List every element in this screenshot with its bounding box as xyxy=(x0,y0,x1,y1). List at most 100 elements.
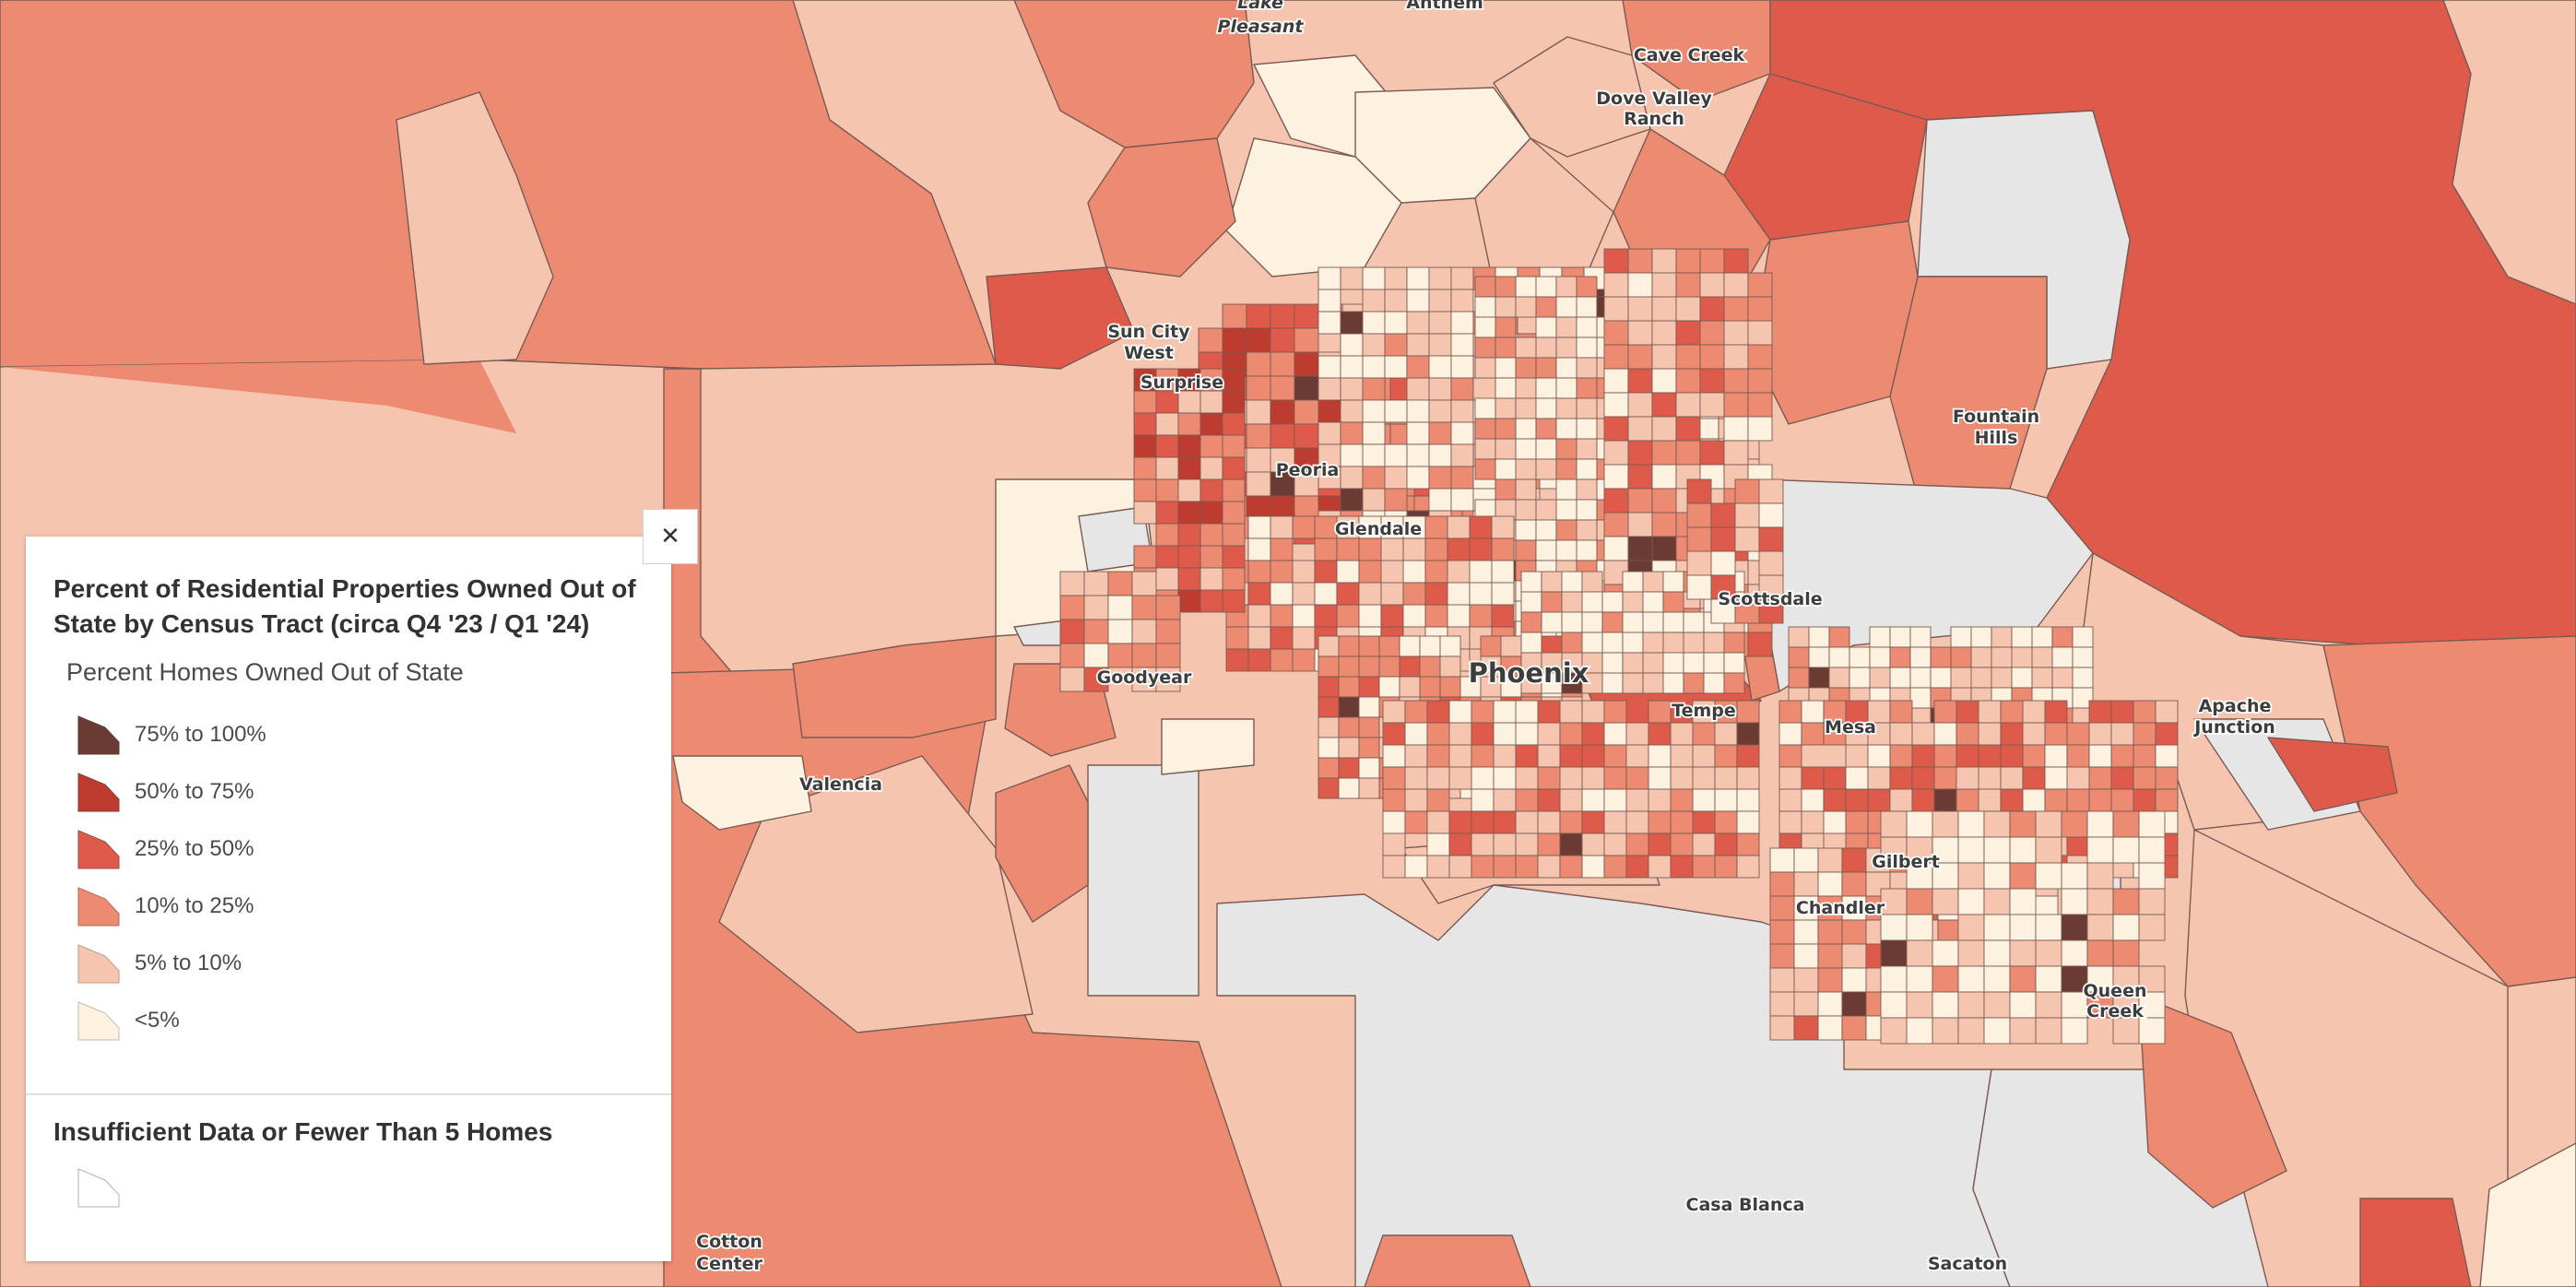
tract-cell[interactable] xyxy=(1318,696,1340,718)
tract-cell[interactable] xyxy=(2112,836,2140,864)
tract-cell[interactable] xyxy=(1448,700,1472,724)
tract-cell[interactable] xyxy=(1133,545,1157,569)
tract-cell[interactable] xyxy=(1107,571,1133,596)
tract-cell[interactable] xyxy=(1930,646,1952,668)
tract-cell[interactable] xyxy=(1541,571,1563,593)
tract-cell[interactable] xyxy=(1382,700,1406,724)
tract-cell[interactable] xyxy=(2009,939,2037,967)
tract-cell[interactable] xyxy=(1222,589,1246,613)
tract-cell[interactable] xyxy=(1956,744,1979,768)
tract-cell[interactable] xyxy=(2000,766,2024,790)
tract-cell[interactable] xyxy=(1956,700,1979,724)
tract-cell[interactable] xyxy=(1318,289,1341,313)
tract-cell[interactable] xyxy=(1399,655,1421,678)
tract-cell[interactable] xyxy=(1828,646,1850,668)
tract-cell[interactable] xyxy=(1426,766,1450,790)
tract-cell[interactable] xyxy=(1314,560,1338,584)
tract-cell[interactable] xyxy=(1642,672,1664,694)
tract-cell[interactable] xyxy=(2009,810,2037,838)
tract-cell[interactable] xyxy=(1471,766,1495,790)
tract-cell[interactable] xyxy=(1699,296,1725,322)
tract-cell[interactable] xyxy=(1426,832,1450,856)
tract-cell[interactable] xyxy=(1758,550,1784,576)
tract-cell[interactable] xyxy=(1515,700,1539,724)
tract-cell[interactable] xyxy=(1817,943,1843,969)
tract-cell[interactable] xyxy=(1581,744,1605,768)
tract-cell[interactable] xyxy=(2112,1017,2140,1045)
tract-cell[interactable] xyxy=(1675,416,1701,442)
tract-cell[interactable] xyxy=(1537,722,1561,746)
tract-cell[interactable] xyxy=(1270,537,1294,561)
tract-cell[interactable] xyxy=(1155,478,1179,502)
tract-cell[interactable] xyxy=(1817,847,1843,873)
tract-cell[interactable] xyxy=(1675,392,1701,418)
tract-cell[interactable] xyxy=(1651,488,1677,514)
tract-cell[interactable] xyxy=(1778,788,1802,812)
tract-cell[interactable] xyxy=(1426,700,1450,724)
tract-cell[interactable] xyxy=(1603,832,1627,856)
tract-cell[interactable] xyxy=(1199,390,1223,414)
tract-cell[interactable] xyxy=(1778,722,1802,746)
tract-cell[interactable] xyxy=(2086,939,2114,967)
tract-cell[interactable] xyxy=(1603,766,1627,790)
tract-cell[interactable] xyxy=(1601,672,1624,694)
tract-cell[interactable] xyxy=(1340,421,1364,445)
tract-cell[interactable] xyxy=(2035,862,2062,890)
tract-cell[interactable] xyxy=(1841,991,1867,1017)
tract-region[interactable] xyxy=(1622,0,1771,102)
tract-cell[interactable] xyxy=(1555,438,1578,460)
tract-cell[interactable] xyxy=(1648,832,1672,856)
tract-cell[interactable] xyxy=(2086,888,2114,915)
tract-cell[interactable] xyxy=(1382,766,1406,790)
tract-cell[interactable] xyxy=(1177,501,1201,525)
tract-cell[interactable] xyxy=(1515,377,1537,399)
tract-cell[interactable] xyxy=(2035,939,2062,967)
tract-cell[interactable] xyxy=(2061,1017,2088,1045)
tract-cell[interactable] xyxy=(1651,536,1677,561)
tract-cell[interactable] xyxy=(1059,595,1085,620)
tract-cell[interactable] xyxy=(1869,646,1891,668)
tract-cell[interactable] xyxy=(2112,914,2140,941)
tract-cell[interactable] xyxy=(1495,357,1517,379)
tract-cell[interactable] xyxy=(1384,266,1408,290)
tract-cell[interactable] xyxy=(1625,744,1649,768)
tract-cell[interactable] xyxy=(1625,722,1649,746)
tract-cell[interactable] xyxy=(1222,567,1246,591)
tract-cell[interactable] xyxy=(1222,523,1246,547)
tract-cell[interactable] xyxy=(2009,862,2037,890)
tract-cell[interactable] xyxy=(1447,560,1471,584)
tract-cell[interactable] xyxy=(1358,757,1380,779)
tract-cell[interactable] xyxy=(1340,311,1364,335)
tract-cell[interactable] xyxy=(1983,888,2011,915)
tract-cell[interactable] xyxy=(1469,537,1493,561)
tract-cell[interactable] xyxy=(1736,810,1760,834)
tract-cell[interactable] xyxy=(1581,855,1605,879)
tract-cell[interactable] xyxy=(1515,539,1537,561)
tract-cell[interactable] xyxy=(1841,943,1867,969)
tract-cell[interactable] xyxy=(1537,700,1561,724)
tract-cell[interactable] xyxy=(1793,943,1819,969)
tract-cell[interactable] xyxy=(1603,320,1629,346)
tract-cell[interactable] xyxy=(1382,788,1406,812)
tract-cell[interactable] xyxy=(1699,320,1725,346)
tract-cell[interactable] xyxy=(1292,560,1316,584)
tract-cell[interactable] xyxy=(1362,488,1386,512)
tract-cell[interactable] xyxy=(2061,965,2088,993)
tract-cell[interactable] xyxy=(1670,744,1694,768)
tract-cell[interactable] xyxy=(1793,1015,1819,1041)
tract-cell[interactable] xyxy=(1340,377,1364,401)
tract-cell[interactable] xyxy=(1957,991,1985,1019)
tract-cell[interactable] xyxy=(1603,536,1629,561)
tract-cell[interactable] xyxy=(1692,744,1716,768)
tract-cell[interactable] xyxy=(1535,418,1557,440)
tract-cell[interactable] xyxy=(2044,766,2068,790)
tract-cell[interactable] xyxy=(1648,722,1672,746)
tract-cell[interactable] xyxy=(1338,655,1360,678)
tract-cell[interactable] xyxy=(1970,646,1992,668)
tract-cell[interactable] xyxy=(1817,1015,1843,1041)
tract-cell[interactable] xyxy=(1247,582,1271,606)
tract-cell[interactable] xyxy=(1736,832,1760,856)
tract-cell[interactable] xyxy=(1155,501,1179,525)
tract-cell[interactable] xyxy=(1362,289,1386,313)
tract-cell[interactable] xyxy=(1247,560,1271,584)
